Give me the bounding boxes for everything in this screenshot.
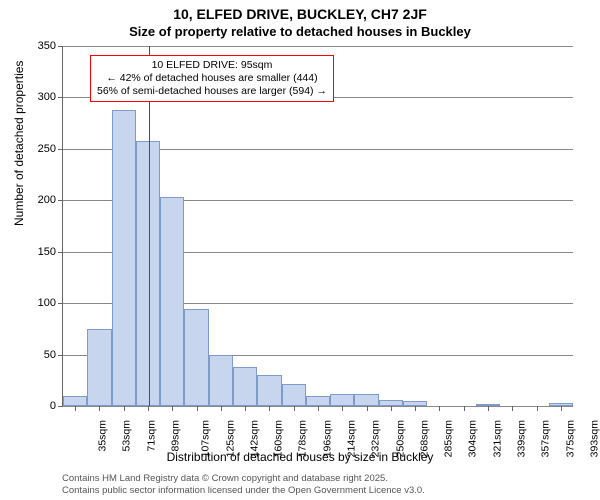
histogram-bar — [87, 329, 111, 406]
x-tick-mark — [172, 406, 173, 411]
gridline-h — [63, 46, 573, 47]
histogram-bar — [233, 367, 257, 406]
x-tick-mark — [294, 406, 295, 411]
y-tick-mark — [58, 149, 63, 150]
x-tick-mark — [221, 406, 222, 411]
x-tick-mark — [318, 406, 319, 411]
x-axis-label: Distribution of detached houses by size … — [0, 450, 600, 464]
y-tick-label: 100 — [16, 297, 56, 309]
x-tick-mark — [512, 406, 513, 411]
histogram-bar — [306, 396, 330, 406]
x-tick-mark — [561, 406, 562, 411]
y-tick-label: 350 — [16, 40, 56, 52]
y-tick-mark — [58, 46, 63, 47]
histogram-bar — [209, 355, 233, 406]
chart-title-main: 10, ELFED DRIVE, BUCKLEY, CH7 2JF — [0, 6, 600, 22]
y-tick-mark — [58, 252, 63, 253]
x-tick-mark — [124, 406, 125, 411]
x-tick-mark — [367, 406, 368, 411]
y-tick-mark — [58, 97, 63, 98]
x-tick-mark — [439, 406, 440, 411]
y-tick-mark — [58, 355, 63, 356]
y-tick-label: 50 — [16, 349, 56, 361]
y-tick-mark — [58, 200, 63, 201]
histogram-bar — [330, 394, 354, 406]
annotation-box: 10 ELFED DRIVE: 95sqm← 42% of detached h… — [90, 55, 334, 102]
y-tick-mark — [58, 406, 63, 407]
histogram-bar — [160, 197, 184, 406]
y-tick-label: 300 — [16, 91, 56, 103]
x-tick-mark — [197, 406, 198, 411]
y-tick-label: 0 — [16, 400, 56, 412]
x-tick-mark — [269, 406, 270, 411]
y-tick-label: 150 — [16, 246, 56, 258]
x-tick-mark — [537, 406, 538, 411]
x-tick-mark — [464, 406, 465, 411]
x-tick-mark — [99, 406, 100, 411]
x-tick-mark — [245, 406, 246, 411]
histogram-bar — [354, 394, 378, 406]
histogram-bar — [63, 396, 87, 406]
footnote-2: Contains public sector information licen… — [62, 485, 425, 496]
histogram-bar — [112, 110, 136, 406]
annotation-line: 56% of semi-detached houses are larger (… — [97, 85, 327, 98]
x-tick-label: 89sqm — [170, 420, 182, 452]
annotation-line: 10 ELFED DRIVE: 95sqm — [97, 59, 327, 72]
x-tick-label: 71sqm — [145, 420, 157, 452]
x-tick-mark — [148, 406, 149, 411]
x-tick-mark — [342, 406, 343, 411]
chart-container: 10, ELFED DRIVE, BUCKLEY, CH7 2JF Size o… — [0, 0, 600, 500]
histogram-bar — [282, 384, 306, 406]
x-tick-mark — [75, 406, 76, 411]
x-tick-mark — [415, 406, 416, 411]
footnote-1: Contains HM Land Registry data © Crown c… — [62, 473, 388, 484]
histogram-bar — [184, 309, 208, 406]
x-tick-mark — [488, 406, 489, 411]
y-tick-label: 200 — [16, 194, 56, 206]
y-tick-label: 250 — [16, 143, 56, 155]
y-tick-mark — [58, 303, 63, 304]
annotation-line: ← 42% of detached houses are smaller (44… — [97, 72, 327, 85]
x-tick-label: 35sqm — [97, 420, 109, 452]
histogram-bar — [257, 375, 281, 406]
x-tick-label: 53sqm — [121, 420, 133, 452]
chart-title-sub: Size of property relative to detached ho… — [0, 24, 600, 39]
x-tick-mark — [391, 406, 392, 411]
